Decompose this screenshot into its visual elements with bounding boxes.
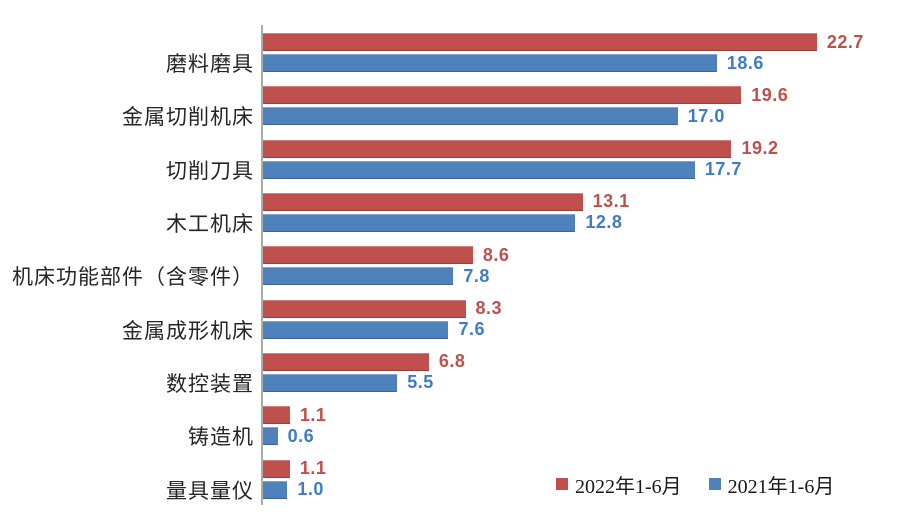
bar-series-1	[263, 107, 678, 126]
category-label: 机床功能部件（含零件）	[12, 265, 254, 290]
value-label-series-0: 8.6	[482, 244, 510, 265]
value-label-series-0: 22.7	[826, 31, 864, 52]
value-label-series-0: 1.1	[299, 458, 327, 479]
value-label-series-0: 8.3	[475, 298, 503, 319]
value-label-series-0: 19.2	[741, 138, 779, 159]
category-label: 铸造机	[188, 425, 254, 450]
value-label-series-1: 7.8	[463, 265, 490, 286]
bar-series-0	[263, 246, 473, 265]
value-label-series-1: 0.6	[287, 425, 315, 446]
value-label-series-1: 18.6	[726, 52, 764, 73]
chart-row: 铸造机 1.1 0.6	[0, 398, 900, 451]
category-label: 磨料磨具	[166, 52, 254, 76]
value-label-series-1: 7.6	[458, 319, 485, 340]
chart-row: 量具量仪 1.1 1.0	[0, 452, 900, 505]
value-label-series-0: 6.8	[438, 351, 466, 372]
chart-row: 机床功能部件（含零件） 8.6 7.8	[0, 238, 900, 291]
y-axis-line	[261, 25, 263, 505]
legend: 2022年1-6月 2021年1-6月	[556, 470, 835, 499]
bar-series-0	[263, 459, 290, 478]
bar-series-0	[263, 299, 466, 318]
value-label-series-1: 17.0	[687, 105, 725, 126]
category-label: 数控装置	[166, 371, 254, 396]
chart-row: 木工机床 13.1 12.8	[0, 185, 900, 238]
bar-series-1	[263, 373, 398, 392]
bar-series-1	[263, 480, 288, 499]
category-label: 木工机床	[166, 211, 254, 236]
chart-row: 金属切削机床 19.6 17.0	[0, 78, 900, 131]
bar-series-1	[263, 267, 454, 286]
bar-series-0	[263, 139, 732, 158]
bar-series-1	[263, 427, 278, 446]
value-label-series-0: 13.1	[592, 191, 630, 212]
category-label: 量具量仪	[166, 478, 254, 503]
chart-row: 数控装置 6.8 5.5	[0, 345, 900, 398]
legend-label-2022: 2022年1-6月	[575, 475, 682, 498]
legend-swatch-2021-icon	[708, 478, 721, 490]
bar-series-1	[263, 160, 695, 179]
value-label-series-1: 5.5	[407, 372, 434, 393]
bar-series-0	[263, 86, 742, 105]
legend-item-2021: 2021年1-6月	[708, 470, 835, 499]
chart-row: 磨料磨具 22.7 18.6	[0, 25, 900, 78]
chart-row: 切削刀具 19.2 17.7	[0, 132, 900, 185]
category-label: 切削刀具	[166, 158, 254, 183]
legend-swatch-2022-icon	[556, 478, 568, 490]
chart-row: 金属成形机床 8.3 7.6	[0, 292, 900, 345]
value-label-series-1: 1.0	[297, 479, 324, 500]
value-label-series-0: 1.1	[299, 404, 327, 425]
value-label-series-1: 12.8	[585, 212, 623, 233]
bar-series-0	[263, 352, 429, 371]
bar-series-1	[263, 54, 717, 72]
legend-item-2022: 2022年1-6月	[556, 470, 682, 499]
bar-series-0	[263, 33, 817, 51]
legend-label-2021: 2021年1-6月	[727, 475, 835, 498]
value-label-series-0: 19.6	[751, 84, 789, 105]
bar-series-1	[263, 213, 576, 232]
category-label: 金属切削机床	[122, 105, 254, 130]
bar-series-0	[263, 192, 583, 211]
value-label-series-1: 17.7	[704, 159, 742, 180]
bar-series-0	[263, 406, 290, 425]
bar-series-1	[263, 320, 449, 339]
category-label: 金属成形机床	[122, 318, 254, 343]
